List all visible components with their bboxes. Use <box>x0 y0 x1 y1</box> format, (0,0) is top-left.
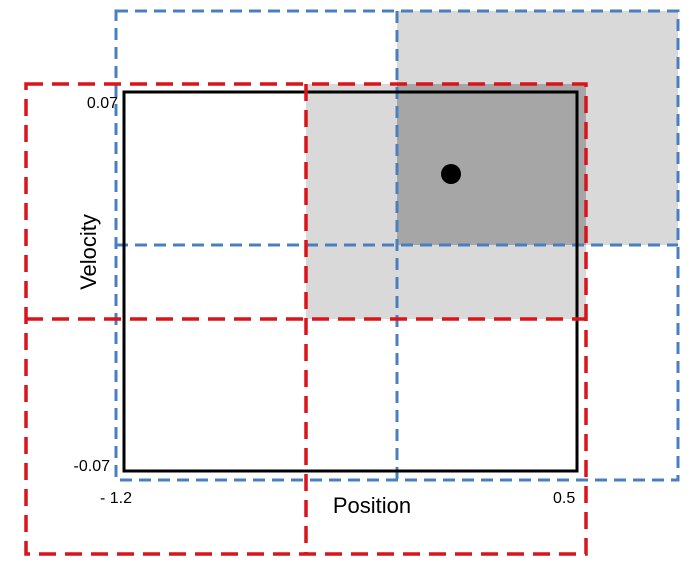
active-tile-overlap <box>397 84 586 245</box>
red-tiling <box>24 82 588 556</box>
y-max-label: 0.07 <box>87 95 118 112</box>
x-max-label: 0.5 <box>553 490 575 507</box>
x-min-label: - 1.2 <box>100 490 132 507</box>
y-min-label: -0.07 <box>74 458 111 475</box>
state-space-box <box>122 90 579 473</box>
y-axis-label: Velocity <box>76 214 101 290</box>
x-axis-label: Position <box>333 493 411 518</box>
state-point <box>441 164 461 184</box>
blue-tiling <box>114 9 680 482</box>
